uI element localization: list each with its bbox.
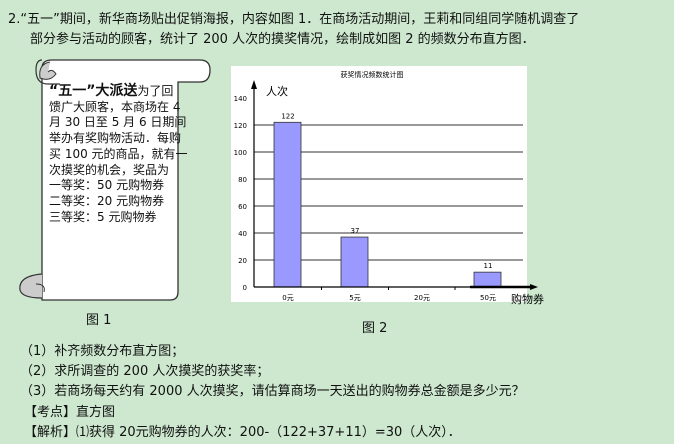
poster-line: 三等奖：5 元购物券	[49, 209, 157, 224]
y-tick-label: 40	[238, 230, 247, 238]
poster-scroll	[19, 59, 211, 301]
y-tick-label: 20	[238, 257, 247, 265]
poster-line: 举办有奖购物活动．每购	[49, 131, 182, 146]
y-tick-label: 80	[238, 176, 247, 184]
kaodian: 【考点】直方图	[24, 405, 116, 420]
problem-line-2: 部分参与活动的顾客，统计了 200 人次的摸奖情况，绘制成如图 2 的频数分布直…	[30, 32, 535, 47]
x-tick-label: 0元	[282, 294, 293, 302]
poster-line: 买 100 元的商品，就有一	[49, 146, 188, 161]
bar	[273, 121, 302, 288]
poster-line: 次摸奖的机会，奖品为	[49, 162, 170, 177]
question-1: （1）补齐频数分布直方图；	[20, 344, 185, 359]
problem-line-1: 2.“五一”期间，新华商场贴出促销海报，内容如图 1．在商场活动期间，王莉和同组…	[8, 12, 580, 27]
poster-headline: “五一”大派送	[49, 83, 138, 99]
question-2: （2）求所调查的 200 人次摸奖的获奖率；	[20, 364, 270, 379]
histogram-chart: 获奖情况频数统计图 人次 0 20 40 60 80 100 120 140 0元 122 5元 3…	[231, 66, 544, 306]
y-tick-label: 120	[234, 122, 247, 130]
data-label: 122	[281, 112, 294, 120]
jiexi: 【解析】⑴获得 20元购物券的人次：200-（122+37+11）=30（人次）…	[24, 425, 461, 440]
x-tick-label: 20元	[414, 294, 430, 302]
figure-2-caption: 图 2	[362, 321, 388, 336]
poster-line: 二等奖：20 元购物券	[49, 193, 165, 208]
question-3: （3）若商场每天约有 2000 人次摸奖，请估算商场一天送出的购物券总金额是多少…	[20, 384, 525, 399]
data-label: 37	[351, 227, 360, 235]
bar	[340, 236, 369, 288]
x-axis-arrow	[530, 284, 538, 290]
y-tick-label: 0	[243, 284, 247, 292]
bar	[473, 271, 502, 288]
x-tick-label: 50元	[480, 294, 496, 302]
chart-title: 获奖情况频数统计图	[341, 70, 404, 79]
poster-text: “五一”大派送为了回 馈广大顾客，本商场在 4 月 30 日至 5 月 6 日期…	[49, 83, 189, 225]
y-tick-label: 60	[238, 203, 247, 211]
data-label: 11	[484, 262, 493, 270]
poster-line: 为了回	[137, 84, 174, 98]
y-axis-label: 人次	[266, 84, 288, 98]
figure-1-caption: 图 1	[86, 313, 112, 328]
x-tick-label: 5元	[349, 294, 360, 302]
poster-line: 馈广大顾客，本商场在 4	[49, 99, 181, 114]
y-tick-label: 100	[234, 149, 247, 157]
x-axis-label: 购物券	[511, 292, 544, 306]
poster-line: 月 30 日至 5 月 6 日期间	[49, 115, 187, 130]
y-axis-arrow	[251, 80, 257, 89]
poster-line: 一等奖：50 元购物券	[49, 178, 165, 193]
y-tick-label: 140	[234, 95, 247, 103]
